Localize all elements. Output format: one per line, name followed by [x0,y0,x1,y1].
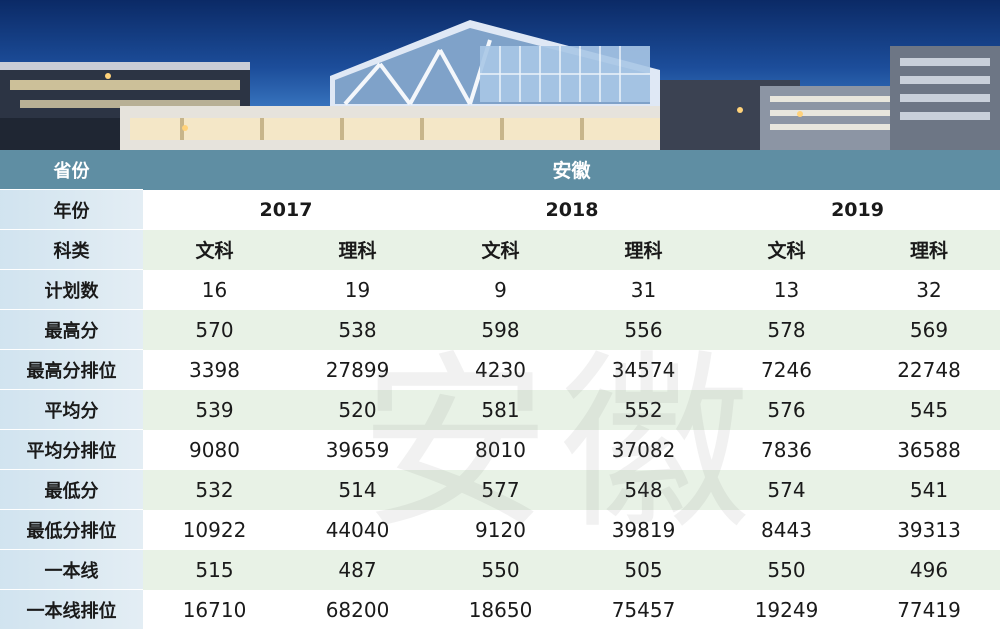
province-row: 省份 安徽 [0,150,1000,190]
table-cell: 36588 [858,429,1000,470]
table-cell: 574 [715,469,858,510]
campus-banner-image [0,0,1000,150]
row-label: 最高分 [0,309,143,350]
table-cell: 18650 [429,589,572,630]
table-cell: 570 [143,309,286,350]
table-cell: 19 [286,269,429,310]
campus-building-illustration [0,20,1000,150]
row-label: 计划数 [0,269,143,310]
row-label: 平均分排位 [0,429,143,470]
table-cell: 548 [572,469,715,510]
table-cell: 487 [286,549,429,590]
table-cell: 19249 [715,589,858,630]
row-label: 一本线排位 [0,589,143,630]
table-row: 最高分排位 3398 27899 4230 34574 7246 22748 [0,349,1000,390]
row-label: 最低分排位 [0,509,143,550]
category-row: 科类 文科 理科 文科 理科 文科 理科 [0,229,1000,270]
row-label: 平均分 [0,389,143,430]
table-cell: 552 [572,389,715,430]
table-cell: 39659 [286,429,429,470]
table-cell: 8443 [715,509,858,550]
table-cell: 505 [572,549,715,590]
table-cell: 34574 [572,349,715,390]
table-cell: 16710 [143,589,286,630]
province-label: 省份 [0,150,143,190]
row-label: 最高分排位 [0,349,143,390]
table-cell: 532 [143,469,286,510]
table-cell: 32 [858,269,1000,310]
admission-score-table-wrapper: 安徽 省份 安徽 年份 2017 2018 2019 科类 文科 理科 文科 理… [0,150,1000,630]
table-cell: 8010 [429,429,572,470]
table-cell: 16 [143,269,286,310]
row-label: 一本线 [0,549,143,590]
table-cell: 39819 [572,509,715,550]
category-cell: 理科 [572,229,715,270]
table-cell: 569 [858,309,1000,350]
table-row: 平均分排位 9080 39659 8010 37082 7836 36588 [0,429,1000,470]
table-cell: 576 [715,389,858,430]
table-cell: 37082 [572,429,715,470]
table-cell: 9 [429,269,572,310]
table-row: 最高分 570 538 598 556 578 569 [0,309,1000,350]
table-row: 一本线 515 487 550 505 550 496 [0,549,1000,590]
table-cell: 556 [572,309,715,350]
table-cell: 39313 [858,509,1000,550]
category-cell: 文科 [715,229,858,270]
year-2019: 2019 [715,189,1000,230]
table-row: 最低分 532 514 577 548 574 541 [0,469,1000,510]
table-cell: 520 [286,389,429,430]
table-cell: 539 [143,389,286,430]
table-cell: 496 [858,549,1000,590]
table-cell: 598 [429,309,572,350]
table-cell: 578 [715,309,858,350]
table-cell: 9080 [143,429,286,470]
table-cell: 538 [286,309,429,350]
table-cell: 13 [715,269,858,310]
year-2018: 2018 [429,189,715,230]
table-cell: 7246 [715,349,858,390]
category-cell: 文科 [429,229,572,270]
table-cell: 515 [143,549,286,590]
table-cell: 31 [572,269,715,310]
table-cell: 68200 [286,589,429,630]
table-cell: 7836 [715,429,858,470]
table-row: 平均分 539 520 581 552 576 545 [0,389,1000,430]
table-cell: 550 [429,549,572,590]
table-cell: 77419 [858,589,1000,630]
province-value: 安徽 [143,150,1000,190]
table-row: 最低分排位 10922 44040 9120 39819 8443 39313 [0,509,1000,550]
table-cell: 3398 [143,349,286,390]
table-cell: 9120 [429,509,572,550]
table-row: 一本线排位 16710 68200 18650 75457 19249 7741… [0,589,1000,630]
table-cell: 541 [858,469,1000,510]
table-cell: 75457 [572,589,715,630]
year-row: 年份 2017 2018 2019 [0,189,1000,230]
row-label: 最低分 [0,469,143,510]
category-cell: 理科 [286,229,429,270]
table-cell: 4230 [429,349,572,390]
admission-score-table: 省份 安徽 年份 2017 2018 2019 科类 文科 理科 文科 理科 文… [0,150,1000,630]
table-cell: 577 [429,469,572,510]
category-cell: 理科 [858,229,1000,270]
table-cell: 10922 [143,509,286,550]
table-row: 计划数 16 19 9 31 13 32 [0,269,1000,310]
year-2017: 2017 [143,189,429,230]
table-cell: 581 [429,389,572,430]
year-label: 年份 [0,189,143,230]
table-cell: 545 [858,389,1000,430]
table-cell: 44040 [286,509,429,550]
table-cell: 27899 [286,349,429,390]
table-cell: 514 [286,469,429,510]
category-label: 科类 [0,229,143,270]
table-cell: 22748 [858,349,1000,390]
table-cell: 550 [715,549,858,590]
category-cell: 文科 [143,229,286,270]
